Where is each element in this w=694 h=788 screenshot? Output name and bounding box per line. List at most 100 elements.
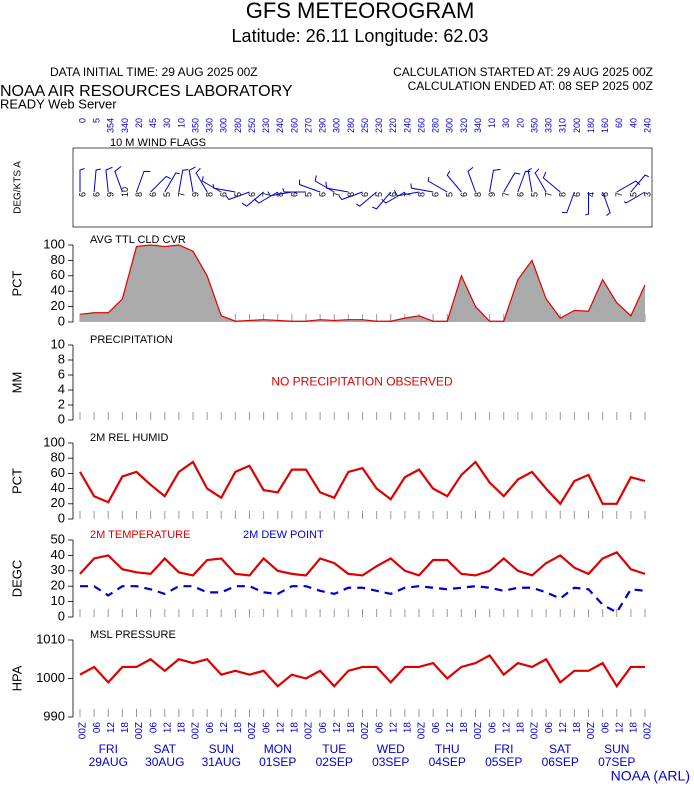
x-tick-label: 18 [290, 722, 301, 734]
wind-speed-label: 6 [219, 192, 229, 197]
y-axis-label: MM [9, 372, 24, 394]
wind-direction-label: 30 [501, 118, 511, 128]
x-tick-label: 18 [177, 722, 188, 734]
wind-direction-label: 40 [628, 118, 638, 128]
wind-flag [371, 191, 392, 210]
panel-title: 10 M WIND FLAGS [110, 137, 206, 149]
wind-flag [164, 172, 180, 193]
series-line [79, 653, 645, 689]
x-tick-label: 00Z [134, 722, 145, 739]
date-label: 07SEP [598, 755, 635, 769]
wind-flag [93, 168, 101, 193]
series-line [79, 550, 646, 577]
x-tick-label: 00Z [417, 722, 428, 739]
x-tick-label: 18 [572, 722, 583, 734]
x-tick-label: 00Z [473, 722, 484, 739]
wind-direction-label: 240 [402, 118, 412, 133]
wind-direction-label: 300 [445, 118, 455, 133]
annotation: NO PRECIPITATION OBSERVED [271, 375, 453, 389]
date-label: 06SEP [542, 755, 579, 769]
wind-speed-label: 6 [360, 192, 370, 197]
wind-direction-label: 200 [572, 118, 582, 133]
wind-flag [225, 191, 250, 201]
x-tick-label: 12 [614, 722, 625, 734]
date-label: 05SEP [485, 755, 522, 769]
x-tick-label: 12 [106, 722, 117, 734]
wind-flag [150, 175, 171, 193]
wind-direction-label: 5 [92, 118, 102, 123]
wind-flag [79, 168, 85, 192]
wind-flag [467, 166, 476, 193]
x-tick-label: 12 [501, 722, 512, 734]
wind-speed-label: 6 [388, 192, 398, 197]
wind-speed-label: 7 [332, 192, 342, 197]
wind-direction-label: 260 [416, 118, 426, 133]
calc-started: CALCULATION STARTED AT: 29 AUG 2025 00Z [393, 65, 653, 79]
wind-direction-label: 340 [120, 118, 130, 133]
y-tick-label: 100 [43, 236, 65, 251]
y-axis-label: PCT [9, 270, 24, 296]
wind-speed-label: 6 [459, 192, 469, 197]
wind-speed-label: 6 [600, 192, 610, 197]
wind-flag [623, 191, 646, 204]
y-tick-label: 80 [51, 450, 65, 465]
wind-speed-label: 6 [431, 192, 441, 197]
y-tick-label: 20 [51, 578, 65, 593]
y-tick-label: 1000 [36, 670, 65, 685]
x-tick-label: 06 [600, 722, 611, 734]
wind-flag [630, 174, 649, 193]
wind-direction-label: 160 [600, 118, 610, 133]
y-tick-label: 30 [51, 562, 65, 577]
wind-speed-label: 10 [120, 187, 130, 197]
title: GFS METEOROGRAM [246, 0, 475, 23]
wind-flag [489, 168, 501, 193]
date-label: 01SEP [259, 755, 296, 769]
wind-speed-label: 7 [544, 192, 554, 197]
wind-direction-label: 270 [303, 118, 313, 133]
y-tick-label: 0 [58, 313, 65, 328]
wind-speed-label: 6 [318, 192, 328, 197]
wind-speed-label: 9 [487, 192, 497, 197]
wind-flag [178, 169, 189, 193]
x-tick-label: 06 [92, 722, 103, 734]
wind-speed-label: 5 [628, 192, 638, 197]
y-tick-label: 10 [51, 336, 65, 351]
wind-speed-label: 5 [303, 192, 313, 197]
wind-direction-label: 340 [473, 118, 483, 133]
day-label: FRI [99, 742, 118, 756]
wind-direction-label: 300 [332, 118, 342, 133]
wind-direction-label: 330 [205, 118, 215, 133]
y-axis-label: HPA [9, 665, 24, 691]
area-fill [80, 245, 645, 322]
wind-direction-label: 20 [134, 118, 144, 128]
series-line [79, 460, 646, 506]
x-tick-label: 06 [487, 722, 498, 734]
legend-label: 2M TEMPERATURE [90, 529, 190, 541]
x-tick-label: 00Z [78, 722, 89, 739]
panel-title: PRECIPITATION [90, 334, 173, 346]
wind-speed-label: 6 [92, 192, 102, 197]
day-label: MON [264, 742, 292, 756]
footer: NOAA (ARL) [611, 768, 690, 784]
wind-speed-label: 8 [558, 192, 568, 197]
wind-flag [105, 166, 113, 193]
date-label: 29AUG [89, 755, 128, 769]
wind-speed-label: 9 [190, 192, 200, 197]
wind-speed-label: 4 [586, 192, 596, 197]
y-tick-label: 40 [51, 547, 65, 562]
wind-flag [585, 192, 589, 216]
wind-speed-label: 5 [233, 192, 243, 197]
y-tick-label: 0 [58, 608, 65, 623]
y-tick-label: 0 [58, 510, 65, 525]
wind-flag [201, 176, 222, 193]
wind-speed-label: 6 [148, 192, 158, 197]
wind-direction-label: 10 [176, 118, 186, 128]
wind-direction-label: 350 [190, 118, 200, 133]
date-label: 03SEP [372, 755, 409, 769]
x-tick-label: 18 [120, 722, 131, 734]
wind-direction-label: 280 [233, 118, 243, 133]
wind-box [72, 147, 653, 228]
wind-flag [114, 166, 123, 193]
wind-flag [410, 183, 434, 193]
area-line [79, 244, 646, 322]
